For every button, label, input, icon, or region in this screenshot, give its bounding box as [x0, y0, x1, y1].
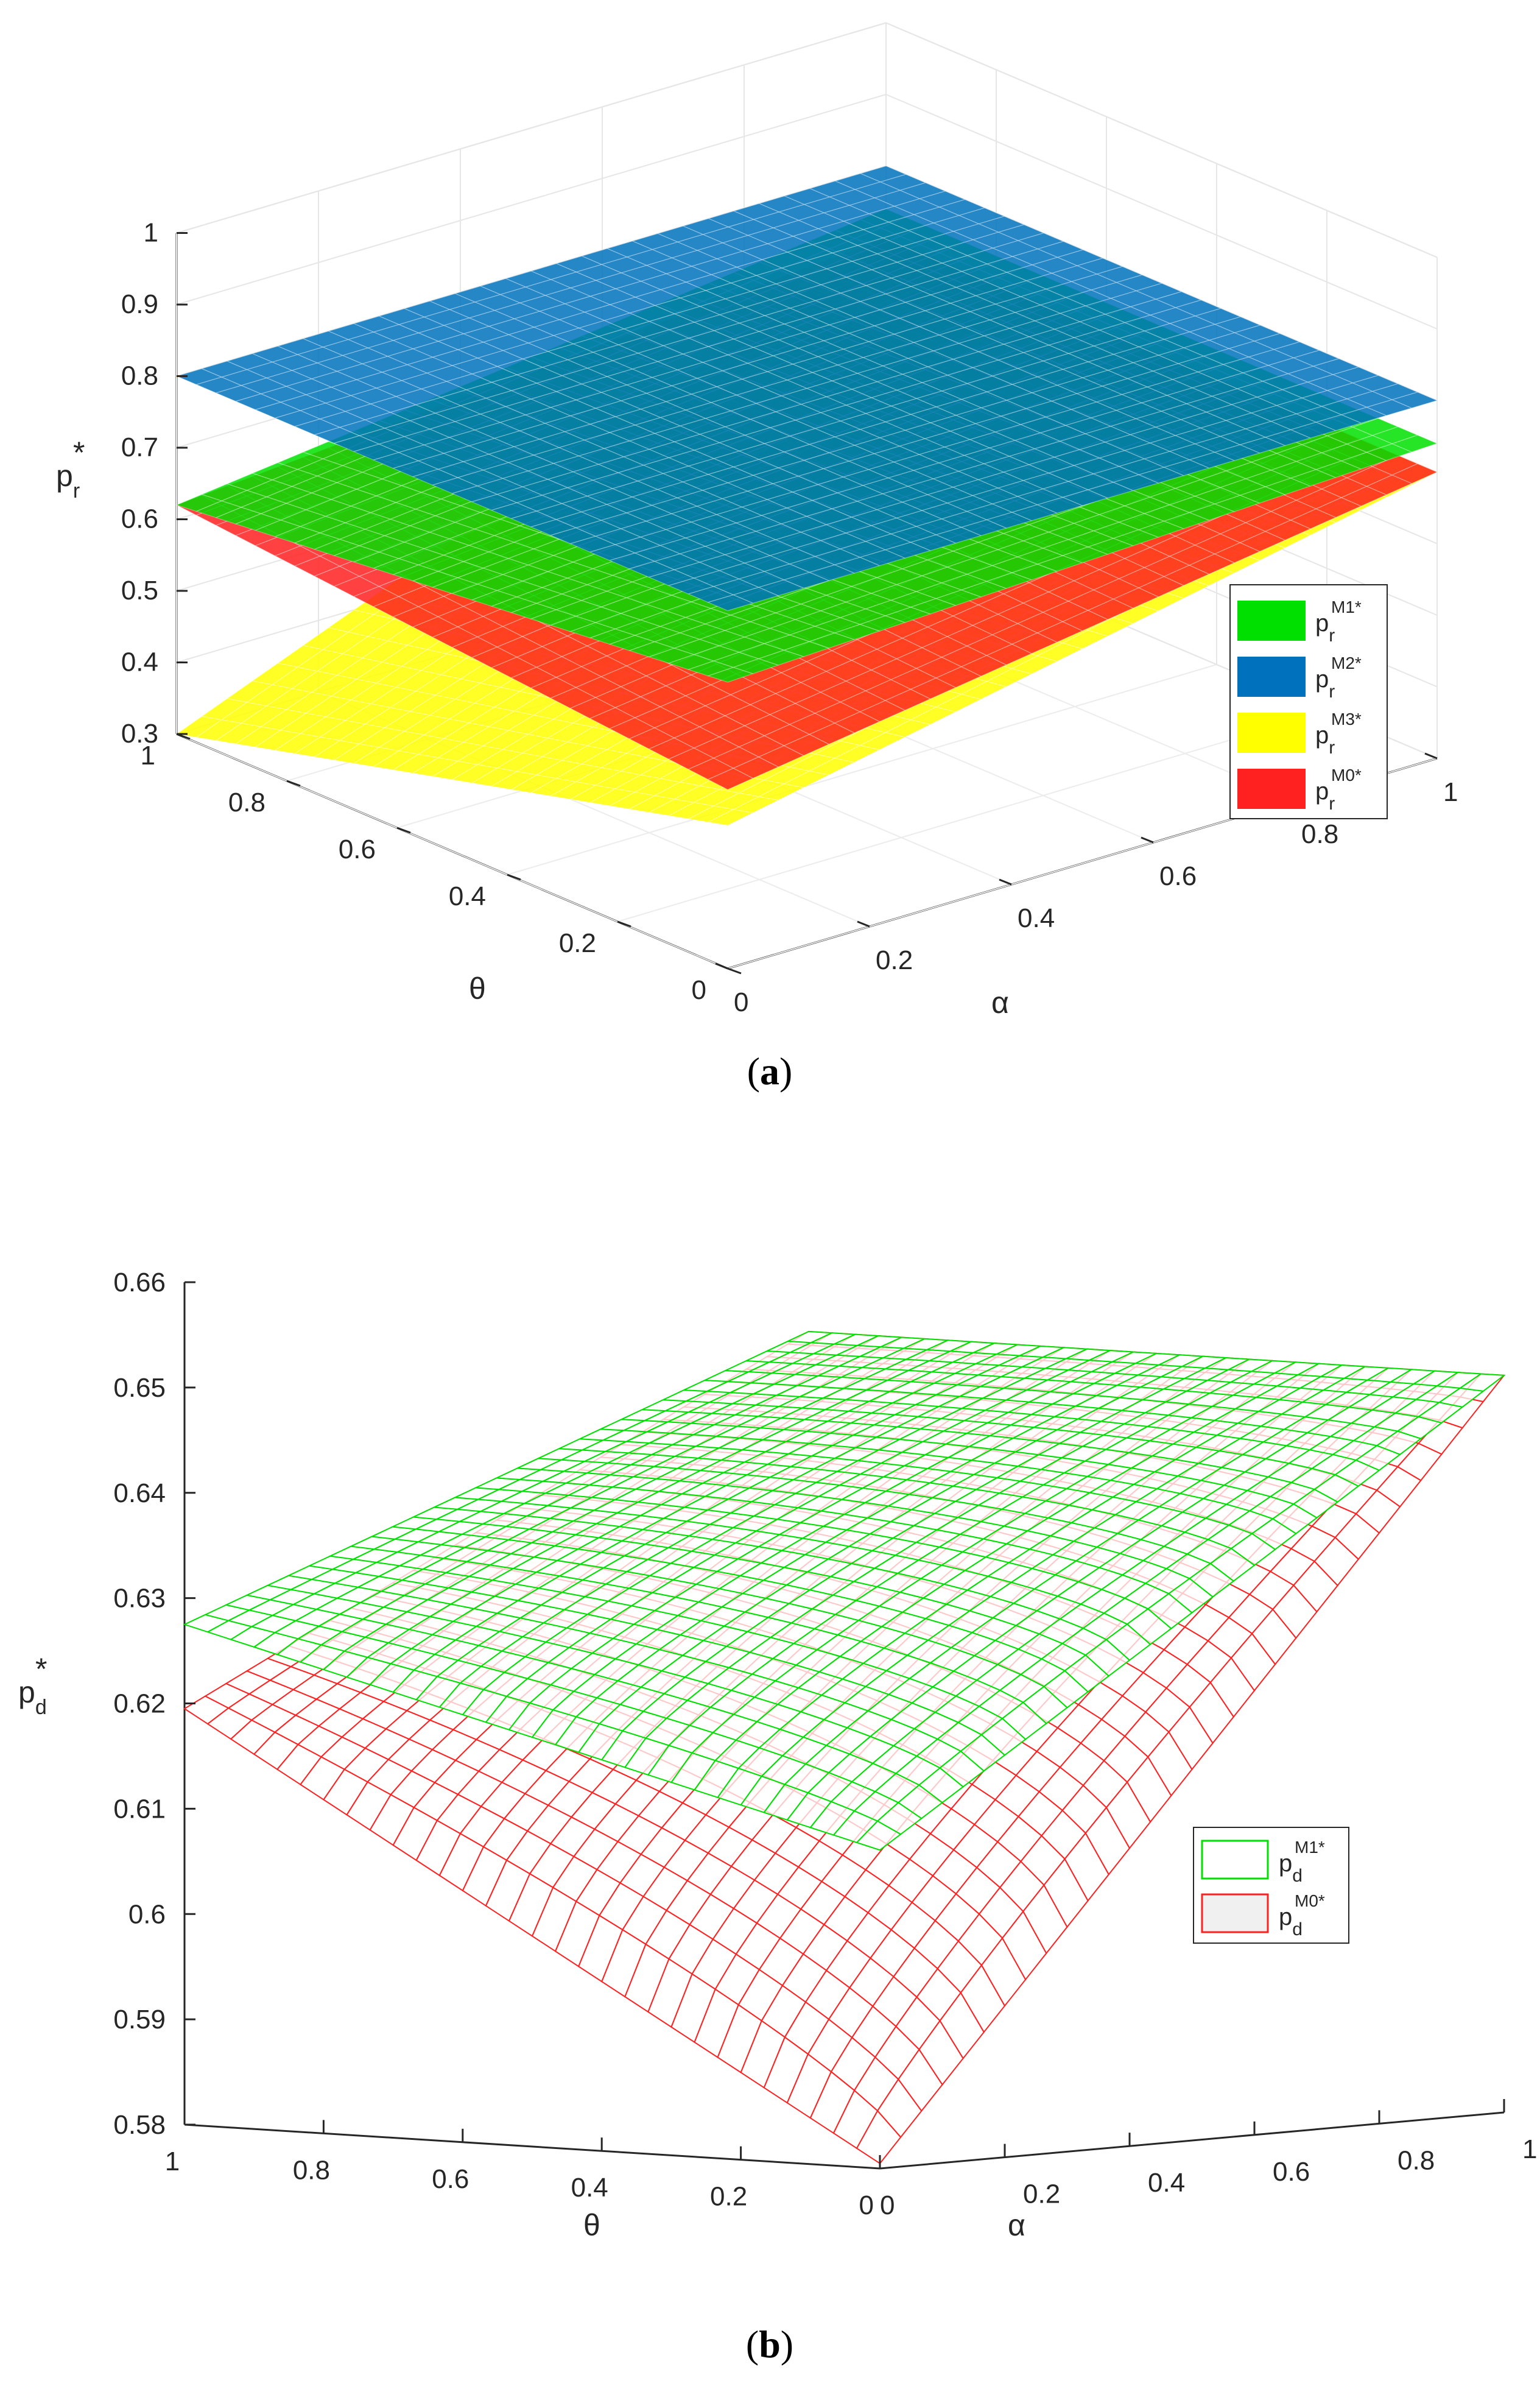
z-tick-label: 0.4 [121, 648, 158, 677]
legend-swatch-M3 [1237, 713, 1306, 753]
legend-sup-M2: M2* [1331, 654, 1362, 672]
grid-line [176, 93, 1438, 330]
theta-tick [396, 827, 411, 834]
alpha-tick [857, 920, 870, 928]
alpha-tick-label: 0.8 [1301, 819, 1338, 849]
alpha-tick-label: 0.2 [876, 945, 913, 975]
legend-swatch-M1 [1237, 601, 1306, 641]
z-tick-label: 1 [144, 218, 158, 248]
panel-a: 0.3 0.4 0.5 0.6 0.7 0.8 0.9 1 0 0.2 0.4 0.6 0.8 1 0 0.2… [56, 22, 1458, 1093]
panel-a-ylabel: θ [469, 972, 486, 1006]
theta-tick-label: 1 [141, 741, 155, 771]
z-tick-label: 0.7 [121, 432, 158, 462]
theta-tick [176, 733, 191, 740]
theta-tick [617, 920, 631, 928]
legend-sup-M3: M3* [1331, 710, 1362, 729]
surface-M2 [175, 165, 1438, 612]
theta-tick [507, 873, 521, 881]
theta-axis-line [184, 2123, 881, 2170]
panel-b: 0.580.590.60.610.620.630.640.650.661 0.8 0… [18, 1268, 1537, 2366]
theta-tick [727, 967, 742, 975]
alpha-tick [1141, 836, 1154, 844]
theta-tick-label: 0.4 [449, 881, 486, 911]
z-tick-label: 0.6 [121, 504, 158, 534]
z-tick-label: 0.9 [121, 289, 158, 319]
legend-label-M1: pr [1315, 610, 1335, 646]
theta-tick-label: 0 [692, 975, 706, 1005]
theta-tick-label: 0.6 [339, 835, 376, 864]
alpha-tick [1424, 752, 1438, 760]
alpha-axis-line [879, 2111, 1505, 2170]
grid-line [617, 711, 1327, 922]
alpha-tick-label: 1 [1443, 777, 1458, 807]
surface-cell [859, 165, 907, 183]
alpha-tick-label: 0.4 [1018, 903, 1055, 933]
alpha-tick-label: 0 [734, 987, 748, 1017]
theta-tick [286, 780, 301, 787]
grid-line [176, 733, 728, 969]
theta-tick-label: 0.8 [228, 788, 265, 817]
panel-a-zlabel-star: * [73, 436, 85, 470]
panel-a-zlabel: pr [56, 459, 80, 503]
legend-label-M0: pr [1315, 778, 1335, 814]
grid-line [507, 664, 1217, 875]
panel-a-ticks: 0.3 0.4 0.5 0.6 0.7 0.8 0.9 1 0 0.2 0.4 0.6 0.8 1 0 0.2… [121, 218, 1458, 1018]
alpha-tick [715, 962, 728, 970]
panel-a-surfaces [175, 165, 1438, 826]
z-tick-label: 0.5 [121, 576, 158, 605]
grid-line [176, 22, 1438, 258]
legend-sup-M1: M1* [1331, 598, 1362, 616]
legend-label-M3: pr [1315, 722, 1335, 758]
z-tick-label: 0.3 [121, 719, 158, 749]
theta-tick-label: 0.2 [559, 928, 596, 958]
alpha-tick-label: 0.6 [1159, 861, 1197, 891]
legend-sup-M0: M0* [1331, 766, 1362, 785]
legend-label-M2: pr [1315, 666, 1335, 702]
z-tick-label: 0.8 [121, 361, 158, 391]
legend-swatch-M0 [1237, 769, 1306, 809]
panel-a-caption: (a) [747, 1050, 793, 1093]
legend-swatch-M2 [1237, 657, 1306, 697]
alpha-tick [999, 878, 1012, 886]
panel-a-xlabel: α [991, 986, 1009, 1020]
panel-b-surfaces [183, 1330, 1506, 2165]
